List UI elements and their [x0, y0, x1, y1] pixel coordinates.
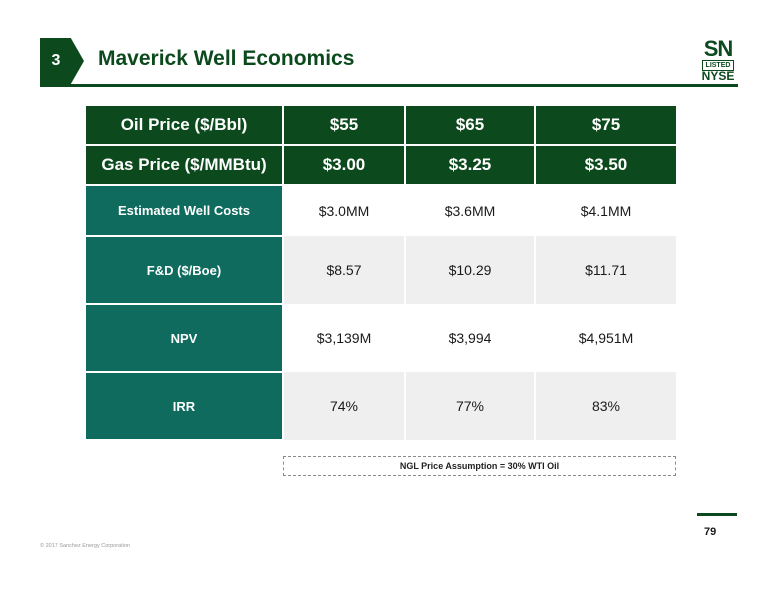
header-cell: $3.00 — [283, 145, 406, 186]
table-cell: $3,994 — [404, 304, 535, 372]
row-label: F&D ($/Boe) — [86, 236, 283, 305]
header-cell: $55 — [283, 106, 406, 146]
table-cell: 77% — [404, 372, 535, 440]
table-row: F&D ($/Boe) $8.57 $10.29 $11.71 — [86, 236, 676, 305]
ngl-price-note: NGL Price Assumption = 30% WTI Oil — [283, 456, 676, 476]
header-cell: $3.25 — [405, 145, 536, 186]
logo-ticker: SN — [703, 36, 734, 61]
table-cell: $4.1MM — [534, 185, 676, 236]
table-cell: $4,951M — [534, 304, 676, 372]
table-cell: $3.6MM — [404, 185, 535, 236]
header-label: Gas Price ($/MMBtu) — [86, 145, 284, 186]
page-number: 79 — [704, 526, 717, 538]
header-cell: $75 — [535, 106, 676, 146]
table-cell: 74% — [282, 372, 405, 440]
header-cell: $3.50 — [535, 145, 676, 186]
header-label: Oil Price ($/Bbl) — [86, 106, 284, 146]
title-divider — [40, 84, 738, 87]
row-label: Estimated Well Costs — [86, 185, 283, 237]
table-cell: $3,139M — [282, 304, 405, 372]
table-cell: 83% — [534, 372, 676, 440]
table-cell: $3.0MM — [282, 185, 405, 236]
table-cell: $11.71 — [534, 236, 676, 304]
header-cell: $65 — [405, 106, 536, 146]
copyright-notice: © 2017 Sanchez Energy Corporation — [40, 543, 130, 549]
logo-listed: LISTED — [702, 60, 734, 71]
table-cell: $10.29 — [404, 236, 535, 304]
slide-title: Maverick Well Economics — [98, 47, 355, 70]
row-label: NPV — [86, 304, 283, 373]
table-row: NPV $3,139M $3,994 $4,951M — [86, 304, 676, 373]
section-number: 3 — [51, 52, 61, 69]
well-economics-table: Oil Price ($/Bbl) $55 $65 $75 Gas Price … — [86, 106, 676, 441]
company-logo: SN LISTED NYSE — [697, 38, 739, 84]
page-number-rule — [697, 513, 737, 516]
section-number-badge: 3 — [40, 38, 84, 84]
table-cell: $8.57 — [282, 236, 405, 304]
row-label: IRR — [86, 372, 283, 441]
gas-price-row: Gas Price ($/MMBtu) $3.00 $3.25 $3.50 — [86, 145, 676, 186]
oil-price-row: Oil Price ($/Bbl) $55 $65 $75 — [86, 106, 676, 146]
table-row: Estimated Well Costs $3.0MM $3.6MM $4.1M… — [86, 185, 676, 237]
logo-exchange: NYSE — [701, 69, 735, 83]
table-row: IRR 74% 77% 83% — [86, 372, 676, 441]
